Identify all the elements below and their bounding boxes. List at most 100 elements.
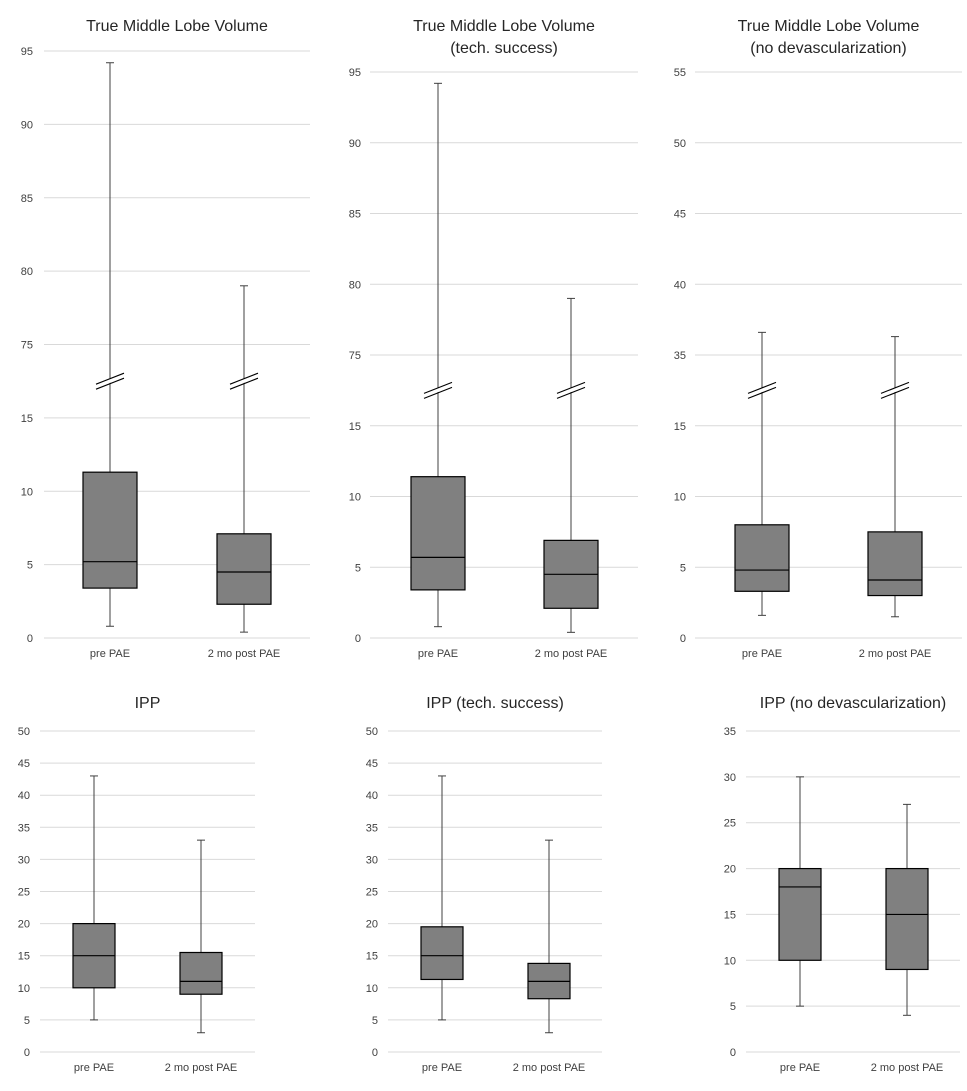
chart-title-line: (tech. success) bbox=[450, 40, 558, 57]
box-pre bbox=[72, 775, 116, 1021]
y-tick-label: 85 bbox=[349, 209, 361, 221]
y-tick-label: 80 bbox=[21, 266, 33, 278]
y-tick-label: 5 bbox=[24, 1015, 30, 1027]
y-tick-label: 15 bbox=[724, 909, 736, 921]
y-tick-label: 0 bbox=[730, 1047, 736, 1059]
chart-panel-5: IPP (tech. success) 0 5 10 15 20 25 30 35 40 45 50 p… bbox=[366, 695, 602, 1074]
y-tick-label: 40 bbox=[674, 279, 686, 291]
box-post bbox=[885, 803, 929, 1016]
y-tick-label: 0 bbox=[680, 633, 686, 645]
y-tick-label: 0 bbox=[372, 1047, 378, 1059]
box-pre bbox=[410, 82, 466, 628]
y-tick-label: 50 bbox=[366, 726, 378, 738]
y-tick-label: 50 bbox=[18, 726, 30, 738]
y-tick-label: 85 bbox=[21, 193, 33, 205]
box-post bbox=[527, 839, 571, 1034]
box-iqr bbox=[734, 524, 790, 592]
category-label: 2 mo post PAE bbox=[859, 648, 932, 660]
chart-title-line: True Middle Lobe Volume bbox=[738, 18, 920, 35]
category-label: 2 mo post PAE bbox=[208, 648, 281, 660]
category-label: pre PAE bbox=[780, 1062, 820, 1074]
box-iqr bbox=[420, 926, 464, 981]
y-tick-label: 10 bbox=[349, 492, 361, 504]
y-tick-label: 45 bbox=[366, 758, 378, 770]
y-tick-label: 25 bbox=[366, 887, 378, 899]
y-tick-label: 15 bbox=[18, 951, 30, 963]
y-tick-label: 0 bbox=[24, 1047, 30, 1059]
category-label: pre PAE bbox=[90, 648, 130, 660]
category-label: pre PAE bbox=[418, 648, 458, 660]
box-iqr bbox=[867, 531, 923, 597]
y-tick-label: 10 bbox=[18, 983, 30, 995]
y-tick-label: 20 bbox=[366, 919, 378, 931]
axis-break-gap bbox=[747, 382, 777, 398]
y-tick-label: 0 bbox=[355, 633, 361, 645]
y-tick-label: 45 bbox=[18, 758, 30, 770]
y-tick-label: 40 bbox=[366, 790, 378, 802]
chart-title-line: IPP bbox=[135, 695, 161, 712]
box-iqr bbox=[778, 867, 822, 961]
y-tick-label: 95 bbox=[21, 46, 33, 58]
category-label: 2 mo post PAE bbox=[871, 1062, 944, 1074]
chart-title-line: IPP (no devascularization) bbox=[760, 695, 946, 712]
box-iqr bbox=[179, 951, 223, 995]
y-tick-label: 50 bbox=[674, 138, 686, 150]
y-tick-label: 55 bbox=[674, 67, 686, 79]
category-label: 2 mo post PAE bbox=[165, 1062, 238, 1074]
chart-title-line: (no devascularization) bbox=[750, 40, 907, 57]
y-tick-label: 35 bbox=[366, 822, 378, 834]
axis-break-gap bbox=[229, 373, 259, 389]
box-post bbox=[179, 839, 223, 1034]
y-tick-label: 5 bbox=[27, 560, 33, 572]
category-label: pre PAE bbox=[74, 1062, 114, 1074]
category-label: 2 mo post PAE bbox=[513, 1062, 586, 1074]
category-label: 2 mo post PAE bbox=[535, 648, 608, 660]
y-tick-label: 30 bbox=[724, 772, 736, 784]
y-tick-label: 75 bbox=[349, 350, 361, 362]
y-tick-label: 35 bbox=[674, 350, 686, 362]
y-tick-label: 5 bbox=[730, 1001, 736, 1013]
chart-panel-3: True Middle Lobe Volume (no devasculariza… bbox=[674, 18, 962, 660]
chart-title-line: True Middle Lobe Volume bbox=[413, 18, 595, 35]
y-tick-label: 15 bbox=[674, 421, 686, 433]
axis-break-mark bbox=[229, 377, 259, 390]
axis-break-mark bbox=[747, 386, 777, 399]
axis-break-mark bbox=[556, 386, 586, 399]
axis-break-gap bbox=[880, 382, 910, 398]
category-label: pre PAE bbox=[422, 1062, 462, 1074]
axis-break-gap bbox=[423, 382, 453, 398]
axis-break-mark bbox=[880, 386, 910, 399]
axis-break-mark bbox=[747, 381, 777, 394]
y-tick-label: 20 bbox=[724, 864, 736, 876]
box-pre bbox=[734, 331, 790, 616]
box-pre bbox=[82, 62, 138, 627]
box-iqr bbox=[885, 867, 929, 971]
axis-break-mark bbox=[880, 381, 910, 394]
axis-break-mark bbox=[95, 372, 125, 385]
chart-panel-2: True Middle Lobe Volume (tech. success) 0 5… bbox=[349, 18, 638, 660]
chart-panel-6: IPP (no devascularization) 0 5 10 15 20 25 30 35… bbox=[724, 695, 960, 1074]
y-tick-label: 15 bbox=[349, 421, 361, 433]
axis-break-gap bbox=[556, 382, 586, 398]
box-post bbox=[867, 336, 923, 618]
axis-break-mark bbox=[95, 377, 125, 390]
y-tick-label: 15 bbox=[366, 951, 378, 963]
y-tick-label: 10 bbox=[674, 492, 686, 504]
y-tick-label: 5 bbox=[680, 562, 686, 574]
axis-break-mark bbox=[229, 372, 259, 385]
y-tick-label: 75 bbox=[21, 340, 33, 352]
y-tick-label: 35 bbox=[724, 726, 736, 738]
axis-break-gap bbox=[95, 373, 125, 389]
y-tick-label: 30 bbox=[366, 854, 378, 866]
y-tick-label: 10 bbox=[724, 955, 736, 967]
category-label: pre PAE bbox=[742, 648, 782, 660]
y-tick-label: 15 bbox=[21, 413, 33, 425]
chart-panel-1: True Middle Lobe Volume 0 5 10 15 75 80 85 90 95 p… bbox=[21, 18, 310, 660]
box-iqr bbox=[82, 471, 138, 589]
box-pre bbox=[778, 776, 822, 1007]
y-tick-label: 90 bbox=[21, 119, 33, 131]
y-tick-label: 40 bbox=[18, 790, 30, 802]
chart-panel-4: IPP 0 5 10 15 20 25 30 35 40 45 50 pre PAE 2 mo post … bbox=[18, 695, 255, 1074]
y-tick-label: 30 bbox=[18, 854, 30, 866]
